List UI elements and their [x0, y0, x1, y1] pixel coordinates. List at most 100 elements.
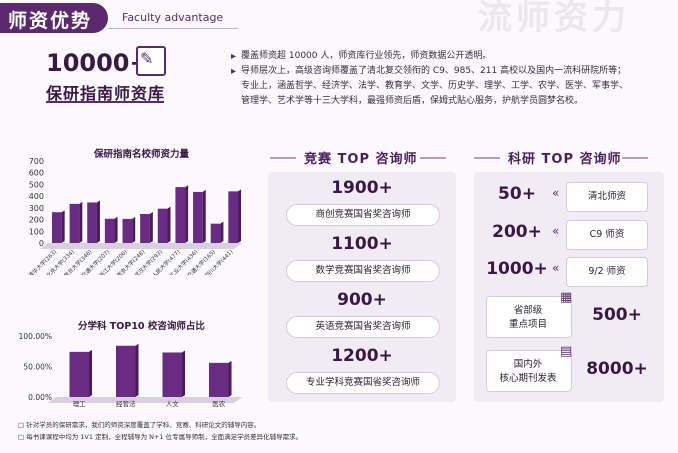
footnote-1: □ 针对学员的保研需求，我们的师资深度覆盖了学科、竞赛、科研论文的辅导内容。: [18, 421, 261, 429]
section-deco-right: [622, 157, 648, 159]
page-title: 师资优势: [8, 10, 93, 32]
bar-side: [135, 343, 139, 397]
bar-side: [132, 216, 136, 243]
competition-count: 1900+: [331, 178, 393, 198]
x-category-label: 理工: [73, 400, 87, 408]
bar-side: [228, 360, 232, 397]
competition-label: 英语竞赛国省奖咨询师: [286, 316, 440, 338]
section-deco-left: [474, 157, 500, 159]
bar-side: [149, 211, 153, 243]
research-project-label: 省部级: [513, 305, 543, 316]
grid-icon: ▦: [560, 290, 573, 305]
bar: [157, 208, 168, 243]
chart1-svg: 7006005004003002001000清华大学(263)北京大学(334)…: [27, 157, 242, 291]
chart2-svg: 100.00% 50.00% 0.00% 理工 经管法 人文 医农: [19, 332, 242, 408]
y-tick-label: 500: [29, 180, 44, 189]
bar: [208, 362, 229, 397]
research-project-box: [486, 350, 572, 392]
bar-side: [61, 210, 65, 243]
competition-label: 数学竞赛国省奖咨询师: [286, 260, 440, 282]
bar: [228, 191, 239, 243]
bar-side: [79, 201, 83, 243]
competition-title: 竞赛 TOP 咨询师: [304, 152, 418, 167]
y-tick-label: 50.00%: [23, 363, 52, 372]
bar-side: [185, 185, 189, 243]
competition-label: 专业学科竞赛国省奖咨询师: [286, 372, 440, 394]
bar: [104, 218, 115, 243]
double-arrow-icon: «: [552, 224, 560, 238]
chart2-title: 分学科 TOP10 校咨询师占比: [78, 321, 205, 332]
research-count: 200+: [492, 222, 542, 242]
summary-point-4: 管理学、艺术学等十三大学科，最强师资后盾，保姆式贴心服务，护航学员圆梦名校。: [241, 96, 584, 106]
summary-point-1: 覆盖师资超 10000 人，师资库行业领先，师资数据公开透明。: [241, 51, 492, 61]
research-label: 9/2 师资: [566, 257, 648, 287]
bar: [87, 202, 97, 243]
x-category-label: 人文: [166, 399, 180, 408]
chart-floor: [48, 397, 242, 403]
x-category-label: 医农: [212, 399, 226, 408]
research-project-count: 500+: [592, 305, 642, 325]
double-arrow-icon: «: [552, 186, 560, 200]
section-deco-left: [270, 157, 296, 159]
research-label: C9 师资: [566, 220, 648, 250]
double-arrow-icon: «: [552, 261, 560, 275]
bar-side: [89, 349, 93, 397]
header-tab: [0, 3, 108, 33]
header-divider: [108, 28, 238, 29]
summary-point-2: 导师层次上，高级咨询师覆盖了清北复交领衔的 C9、985、211 高校以及国内一…: [241, 66, 627, 76]
watermark-text: 流师资力: [478, 0, 630, 38]
section-deco-right: [420, 157, 446, 159]
y-tick-label: 600: [29, 169, 44, 178]
y-tick-label: 100: [29, 227, 44, 236]
teacher-icon: ✎: [140, 49, 154, 68]
competition-label: 商创竞赛国省奖咨询师: [286, 204, 440, 226]
research-label: 清北师资: [566, 182, 648, 212]
bar-side: [114, 216, 118, 243]
footnote-2-text: 每书课课程中均为 1V1 定制，全程辅导为 N+1 位专属导师制，全面满足学员差…: [26, 433, 303, 441]
research-project-label: 国内外: [513, 359, 543, 370]
bar-side: [96, 200, 100, 243]
research-count: 50+: [498, 184, 536, 204]
research-project-count: 8000+: [586, 359, 648, 379]
bar-side: [167, 206, 171, 243]
bar: [140, 213, 150, 243]
bar: [69, 351, 90, 397]
y-tick-label: 400: [29, 192, 44, 201]
page-subtitle: Faculty advantage: [122, 11, 224, 24]
bar-side: [220, 221, 224, 243]
bar: [193, 191, 203, 243]
y-tick-label: 0: [39, 239, 44, 248]
research-count: 1000+: [486, 259, 548, 279]
y-tick-label: 700: [29, 157, 44, 166]
competition-count: 1200+: [331, 346, 393, 366]
bar-side: [202, 189, 206, 243]
footnote-2: □ 每书课课程中均为 1V1 定制，全程辅导为 N+1 位专属导师制，全面满足学…: [18, 433, 303, 441]
research-project-label: 重点项目: [508, 319, 547, 330]
bar: [122, 218, 133, 243]
bar: [175, 187, 186, 243]
y-tick-label: 200: [29, 216, 44, 225]
x-category-label: 经管法: [116, 399, 136, 408]
document-icon: ▤: [560, 344, 573, 359]
bar-side: [182, 350, 186, 397]
chart2-area: 100.00% 50.00% 0.00% 理工 经管法 人文 医农: [10, 330, 250, 415]
y-tick-label: 100.00%: [19, 332, 52, 341]
competition-count: 1100+: [331, 234, 393, 254]
teacher-badge: [136, 46, 166, 76]
bar: [162, 352, 183, 397]
research-title: 科研 TOP 咨询师: [508, 152, 622, 167]
faculty-count: 10000+: [46, 49, 150, 77]
bar: [51, 212, 62, 243]
bar-side: [238, 189, 242, 243]
faculty-library-name: 保研指南师资库: [46, 84, 166, 103]
bar: [69, 203, 80, 243]
triangle-right-icon: ▸: [231, 51, 237, 62]
footnote-1-text: 针对学员的保研需求，我们的师资深度覆盖了学科、竞赛、科研论文的辅导内容。: [26, 421, 261, 429]
research-project-box: [486, 296, 572, 338]
competition-count: 900+: [337, 290, 387, 310]
triangle-right-icon: ▸: [231, 66, 237, 77]
subtitle-underline: [46, 101, 164, 103]
y-tick-label: 0.00%: [28, 393, 52, 402]
research-project-label: 核心期刊发表: [499, 373, 557, 384]
chart1-area: 700 600 500 400 300 200 100 0 清华大学(263) 北京大学(334)…: [10, 155, 250, 291]
